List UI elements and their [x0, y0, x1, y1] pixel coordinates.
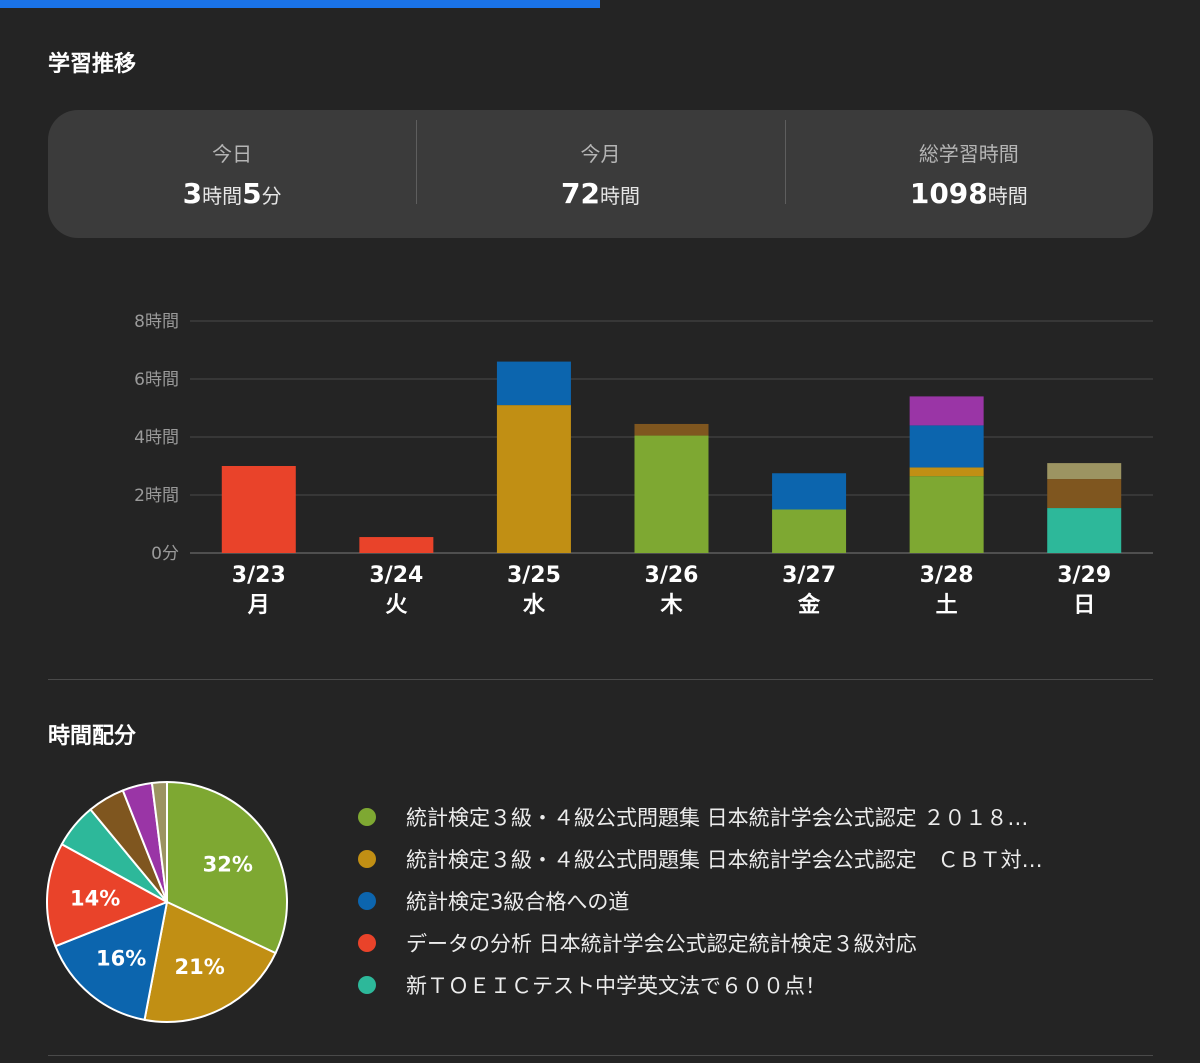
bar-segment[interactable]	[634, 435, 709, 553]
legend-dot	[358, 976, 376, 994]
section-title-distribution: 時間配分	[48, 724, 137, 749]
summary-total-value: 1098時間	[785, 177, 1153, 210]
total-hours-unit: 時間	[987, 184, 1028, 208]
pie-slice-label: 16%	[96, 946, 146, 970]
pie-slice[interactable]	[143, 901, 277, 1023]
x-tick-label-weekday: 金	[797, 592, 821, 618]
legend-label: 新ＴＯＥＩＣテスト中学英文法で６００点！	[406, 974, 826, 998]
pie-slice-label: 14%	[70, 886, 120, 910]
summary-today: 今日 3時間5分	[48, 138, 416, 210]
legend-dot	[358, 850, 376, 868]
summary-total: 総学習時間 1098時間	[784, 120, 1153, 210]
x-tick-label-date: 3/23	[232, 563, 286, 588]
x-tick-label-date: 3/28	[920, 563, 974, 588]
x-tick-label-date: 3/24	[369, 563, 423, 588]
today-minutes: 5	[242, 177, 262, 210]
bar-segment[interactable]	[909, 396, 984, 426]
month-hours: 72	[561, 177, 600, 210]
x-tick-label-weekday: 土	[936, 593, 958, 618]
legend-item[interactable]: 統計検定３級・４級公式問題集 日本統計学会公式認定 ２０１８…	[358, 796, 1158, 838]
x-tick-label-weekday: 月	[247, 593, 270, 618]
legend-label: 統計検定3級合格への道	[406, 890, 630, 914]
time-distribution-pie-chart: 32% 21% 16% 14%	[46, 781, 288, 1023]
legend-label: データの分析 日本統計学会公式認定統計検定３級対応	[406, 932, 917, 956]
today-hours: 3	[182, 177, 203, 210]
bar-segment[interactable]	[909, 467, 984, 477]
today-minutes-unit: 分	[261, 184, 282, 208]
bar-segment[interactable]	[496, 361, 571, 406]
x-tick-label-date: 3/27	[782, 563, 836, 588]
summary-month-value: 72時間	[416, 177, 784, 210]
pie-slice-label: 21%	[175, 955, 225, 979]
legend-item[interactable]: 統計検定３級・４級公式問題集 日本統計学会公式認定 ＣＢＴ対…	[358, 838, 1158, 880]
x-tick-label-weekday: 火	[385, 593, 407, 618]
pie-slice[interactable]	[166, 781, 288, 955]
x-tick-label-date: 3/25	[507, 563, 561, 588]
summary-total-label: 総学習時間	[918, 142, 1019, 166]
y-tick-label: 8時間	[134, 312, 179, 332]
pie-slice[interactable]	[54, 901, 168, 1021]
legend-dot	[358, 934, 376, 952]
study-trend-bar-chart: 0分 2時間 4時間 6時間 8時間 3/23 月 3/24 火 3/25 水 3/26 木 3/27 金 3…	[134, 312, 1153, 618]
bar-segment[interactable]	[1047, 508, 1122, 553]
legend-label: 統計検定３級・４級公式問題集 日本統計学会公式認定 ＣＢＴ対…	[406, 848, 1043, 872]
pie-slice[interactable]	[46, 843, 168, 948]
section-divider	[48, 679, 1153, 680]
x-tick-label-date: 3/29	[1057, 563, 1111, 588]
bar-segment[interactable]	[772, 473, 847, 510]
summary-month: 今月 72時間	[416, 120, 784, 210]
legend-label: 統計検定３級・４級公式問題集 日本統計学会公式認定 ２０１８…	[406, 806, 1029, 830]
legend-item[interactable]: データの分析 日本統計学会公式認定統計検定３級対応	[358, 922, 1158, 964]
summary-today-value: 3時間5分	[48, 177, 416, 210]
x-tick-label-weekday: 日	[1073, 593, 1095, 618]
bar-segment[interactable]	[909, 425, 984, 468]
month-hours-unit: 時間	[599, 184, 640, 208]
y-tick-label: 6時間	[134, 370, 179, 390]
y-tick-label: 0分	[151, 544, 179, 564]
bar-segment[interactable]	[496, 405, 571, 553]
section-divider-bottom	[48, 1055, 1153, 1056]
summary-card: 今日 3時間5分 今月 72時間 総学習時間 1098時間	[48, 110, 1153, 238]
bar-segment[interactable]	[634, 423, 709, 436]
summary-month-label: 今月	[580, 142, 621, 166]
section-title-trend: 学習推移	[48, 52, 137, 77]
y-tick-label: 4時間	[134, 428, 179, 448]
bar-segment[interactable]	[1047, 479, 1122, 509]
x-tick-label-date: 3/26	[645, 563, 699, 588]
today-hours-unit: 時間	[202, 184, 243, 208]
pie-slice-label: 32%	[203, 852, 253, 876]
legend-dot	[358, 808, 376, 826]
x-tick-label-weekday: 木	[659, 593, 683, 618]
total-hours: 1098	[909, 177, 988, 210]
bar-segment[interactable]	[221, 466, 296, 553]
bar-segment[interactable]	[1047, 463, 1122, 480]
x-tick-label-weekday: 水	[523, 593, 546, 618]
bar-segment[interactable]	[359, 537, 434, 553]
legend-item[interactable]: 新ＴＯＥＩＣテスト中学英文法で６００点！	[358, 964, 1158, 1006]
pie-slice[interactable]	[150, 781, 168, 903]
pie-legend: 統計検定３級・４級公式問題集 日本統計学会公式認定 ２０１８… 統計検定３級・４…	[358, 796, 1158, 1006]
y-tick-label: 2時間	[134, 486, 179, 506]
legend-item[interactable]: 統計検定3級合格への道	[358, 880, 1158, 922]
bar-segment[interactable]	[909, 476, 984, 553]
top-progress-bar	[0, 0, 600, 8]
summary-today-label: 今日	[212, 142, 253, 166]
bar-segment[interactable]	[772, 509, 847, 554]
legend-dot	[358, 892, 376, 910]
